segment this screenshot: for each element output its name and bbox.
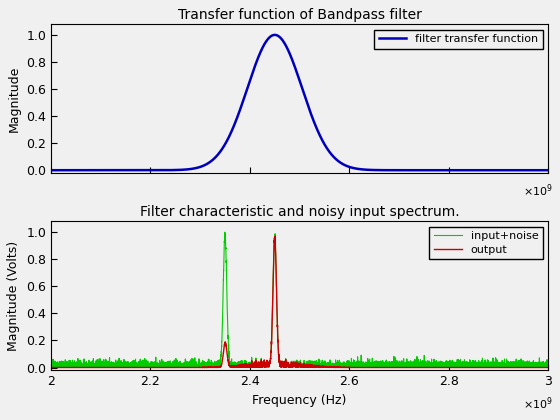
input+noise xyxy=(493,365,500,370)
input+noise xyxy=(419,365,426,370)
input+noise xyxy=(138,362,144,367)
Title: Filter characteristic and noisy input spectrum.: Filter characteristic and noisy input sp… xyxy=(140,205,459,219)
Y-axis label: Magnitude (Volts): Magnitude (Volts) xyxy=(7,241,21,351)
output xyxy=(371,365,378,370)
output xyxy=(272,234,278,239)
input+noise xyxy=(346,365,353,370)
input+noise xyxy=(48,359,54,364)
output xyxy=(138,365,144,370)
input+noise xyxy=(371,365,378,370)
output xyxy=(346,365,353,370)
Legend: input+noise, output: input+noise, output xyxy=(430,227,543,259)
output xyxy=(545,365,552,370)
X-axis label: Frequency (Hz): Frequency (Hz) xyxy=(253,394,347,407)
input+noise xyxy=(222,230,228,235)
Line: output: output xyxy=(51,236,548,368)
Legend: filter transfer function: filter transfer function xyxy=(374,30,543,49)
output xyxy=(237,363,244,368)
Y-axis label: Magnitude: Magnitude xyxy=(7,65,21,132)
output xyxy=(419,365,426,370)
output xyxy=(544,365,550,370)
input+noise xyxy=(456,361,463,366)
Text: $\times10^9$: $\times10^9$ xyxy=(522,396,553,412)
output xyxy=(48,365,54,370)
output xyxy=(456,365,463,370)
Title: Transfer function of Bandpass filter: Transfer function of Bandpass filter xyxy=(178,8,422,21)
input+noise xyxy=(545,364,552,369)
Line: input+noise: input+noise xyxy=(51,232,548,368)
Text: $\times10^9$: $\times10^9$ xyxy=(522,182,553,199)
input+noise xyxy=(237,358,244,363)
